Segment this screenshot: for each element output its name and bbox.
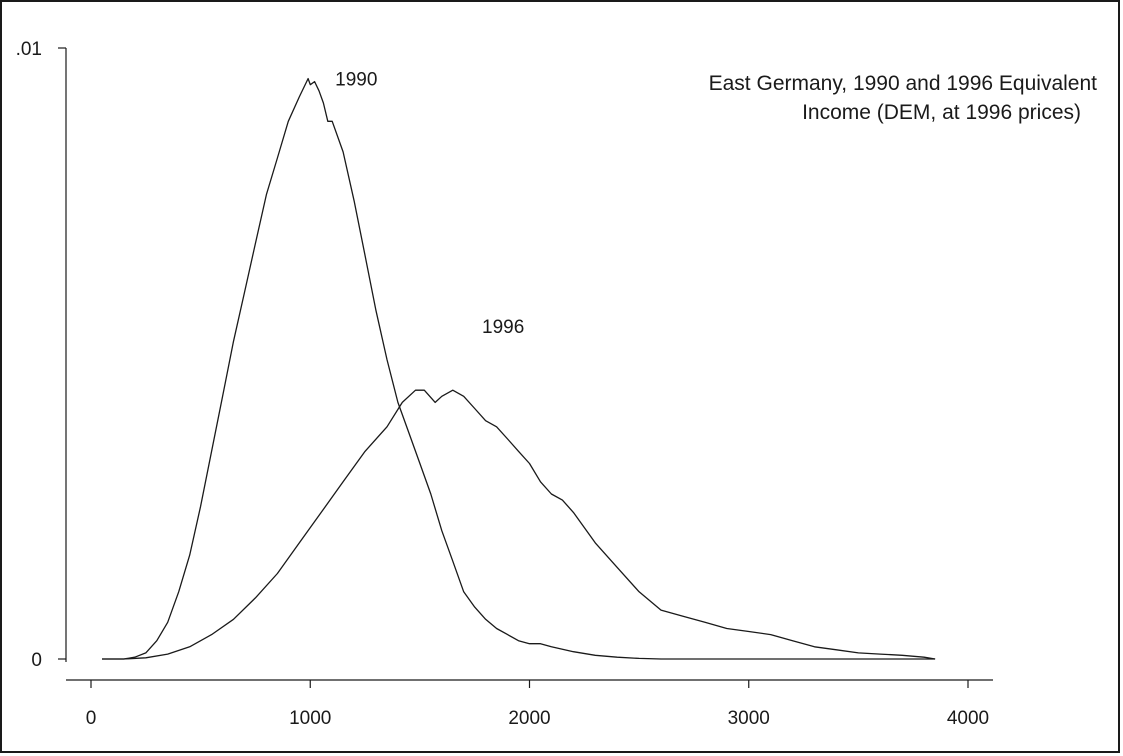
axes: 0 1000 2000 3000 4000 0 .01	[16, 39, 993, 729]
series-label-1990: 1990	[335, 70, 377, 91]
chart-title-line-2: Income (DEM, at 1996 prices)	[802, 101, 1081, 124]
label-layer: 1990 1996	[335, 70, 524, 338]
series-line-1996	[102, 389, 936, 660]
y-tick-label: 0	[31, 650, 42, 671]
x-tick-label: 1000	[289, 708, 331, 729]
x-tick-label: 0	[86, 708, 97, 729]
series-line-1990	[102, 77, 936, 660]
series-layer	[102, 77, 936, 660]
series-label-1996: 1996	[482, 317, 524, 338]
x-tick-label: 2000	[508, 708, 550, 729]
chart-title-line-1: East Germany, 1990 and 1996 Equivalent	[709, 72, 1098, 95]
y-tick-label: .01	[16, 39, 42, 60]
x-tick-label: 4000	[947, 708, 989, 729]
x-tick-label: 3000	[728, 708, 770, 729]
